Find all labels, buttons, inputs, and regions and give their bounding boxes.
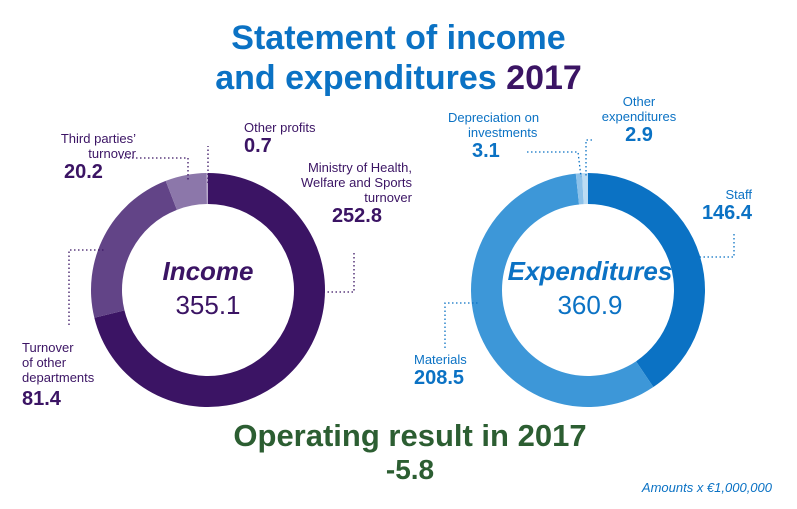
label-other-profits: Other profits 0.7 xyxy=(244,120,316,157)
title-line-2-text: and expenditures xyxy=(215,59,497,97)
income-slice-2 xyxy=(165,173,207,210)
ministry-name-2: Welfare and Sports xyxy=(300,175,412,190)
leader-third-parties xyxy=(120,157,189,180)
expenditures-center-value: 360.9 xyxy=(557,290,623,320)
leader-depreciation xyxy=(527,151,582,178)
leader-other-departments xyxy=(68,249,104,325)
other-departments-name-1: Turnover xyxy=(22,340,74,355)
materials-value: 208.5 xyxy=(414,367,465,389)
depreciation-name-1: Depreciation on xyxy=(448,110,540,125)
income-donut xyxy=(91,173,325,407)
expenditure-slice-1 xyxy=(471,173,654,407)
leader-ministry xyxy=(323,253,355,293)
ministry-name-3: turnover xyxy=(364,190,412,205)
label-staff: Staff 146.4 xyxy=(680,187,752,224)
income-slice-1 xyxy=(91,180,177,318)
expenditure-slice-2 xyxy=(575,173,584,205)
operating-result-year: 2017 xyxy=(517,418,587,453)
leader-lines xyxy=(68,139,735,348)
other-profits-name: Other profits xyxy=(244,120,316,135)
other-profits-value: 0.7 xyxy=(244,135,272,157)
income-center-value: 355.1 xyxy=(175,290,241,320)
third-parties-name-2: turnover xyxy=(88,146,136,161)
title-year: 2017 xyxy=(506,59,582,97)
operating-result-title: Operating result in 2017 xyxy=(0,418,797,454)
operating-result-label: Operating result in xyxy=(233,418,509,453)
materials-name: Materials xyxy=(414,352,467,367)
staff-name: Staff xyxy=(725,187,752,202)
title-line-2: and expenditures 2017 xyxy=(0,58,797,98)
label-ministry: Ministry of Health, Welfare and Sports t… xyxy=(282,160,412,227)
other-departments-name-2: of other xyxy=(22,355,67,370)
label-depreciation: Depreciation on investments 3.1 xyxy=(448,110,539,162)
other-expenditures-name-2: expenditures xyxy=(601,109,677,124)
label-other-departments: Turnover of other departments 81.4 xyxy=(22,340,122,410)
depreciation-value: 3.1 xyxy=(472,140,500,162)
leader-materials xyxy=(444,302,480,348)
depreciation-name-2: investments xyxy=(468,125,538,140)
expenditures-center-label: Expenditures xyxy=(507,256,673,286)
staff-value: 146.4 xyxy=(701,202,752,224)
operating-result-value: -5.8 xyxy=(385,454,435,485)
income-center-label: Income xyxy=(162,256,254,286)
amounts-footnote: Amounts x €1,000,000 xyxy=(641,480,772,495)
other-expenditures-value: 2.9 xyxy=(625,124,653,146)
expenditure-slice-0 xyxy=(588,173,705,388)
expenditure-donut xyxy=(471,173,705,407)
third-parties-name-1: Third parties’ xyxy=(60,131,136,146)
label-third-parties: Third parties’ turnover 20.2 xyxy=(40,131,136,183)
other-departments-value: 81.4 xyxy=(22,388,61,410)
expenditure-slice-3 xyxy=(582,173,588,205)
ministry-value: 252.8 xyxy=(331,205,382,227)
label-materials: Materials 208.5 xyxy=(414,352,467,389)
third-parties-value: 20.2 xyxy=(64,161,103,183)
title-line-1: Statement of income xyxy=(231,19,566,57)
other-expenditures-name-1: Other xyxy=(622,94,656,109)
other-departments-name-3: departments xyxy=(22,370,95,385)
leader-staff xyxy=(699,234,735,258)
ministry-name-1: Ministry of Health, xyxy=(307,160,412,175)
chart-title: Statement of income and expenditures 201… xyxy=(0,18,797,98)
income-slice-3 xyxy=(206,173,208,205)
leader-other-expenditures xyxy=(585,139,592,177)
label-other-expenditures: Other expenditures 2.9 xyxy=(596,94,682,146)
